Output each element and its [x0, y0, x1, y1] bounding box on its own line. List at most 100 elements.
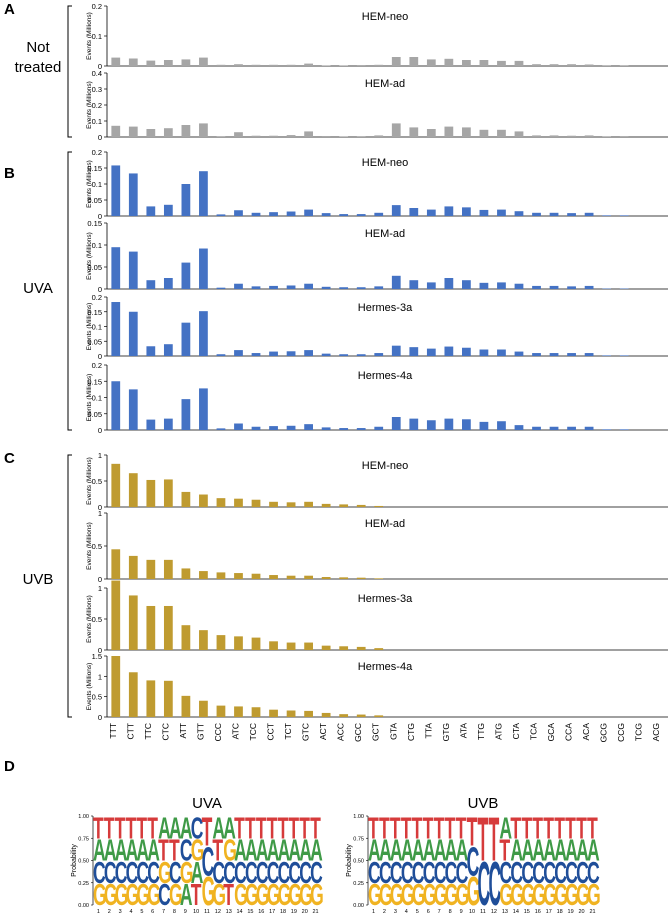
logo-letter-c: C: [136, 856, 149, 890]
logo-letter-a: A: [299, 833, 312, 867]
logo-letter-g: G: [576, 878, 590, 912]
bar: [374, 353, 384, 356]
y-axis-label: Events (Millions): [86, 81, 93, 129]
logo-position-label: 20: [302, 909, 308, 915]
bar: [269, 351, 278, 356]
bar: [234, 283, 243, 289]
bar: [111, 381, 121, 430]
bar: [199, 494, 208, 507]
logo-position-label: 10: [469, 909, 475, 915]
y-tick-label: 0: [98, 646, 102, 655]
logo-letter-a: A: [565, 833, 578, 867]
bar: [286, 64, 296, 66]
bar: [111, 57, 121, 66]
panel-title: Hermes-4a: [358, 370, 413, 382]
bar: [409, 418, 419, 430]
bar: [567, 286, 576, 289]
bar: [163, 680, 173, 717]
y-tick-label: 0.5: [92, 477, 102, 486]
bar: [356, 428, 366, 430]
bar: [146, 60, 156, 66]
logo-letter-a: A: [212, 811, 225, 845]
logo-letter-c: C: [191, 811, 204, 845]
logo-letter-t: T: [104, 811, 115, 845]
logo-position-label: 21: [589, 909, 595, 915]
y-tick-label: 1: [98, 509, 102, 518]
logo-letter-a: A: [158, 811, 171, 845]
logo-letter-a: A: [115, 833, 128, 867]
x-tick-label: TTA: [423, 723, 433, 739]
logo-letter-a: A: [576, 833, 589, 867]
logo-letter-t: T: [565, 811, 576, 845]
logo-letter-c: C: [267, 856, 280, 890]
logo-letter-g: G: [543, 878, 557, 912]
bar: [251, 573, 261, 579]
logo-letter-c: C: [412, 856, 425, 890]
x-tick-label: CCG: [616, 723, 626, 742]
bar: [339, 136, 349, 137]
bar: [128, 672, 138, 717]
y-axis-label: Events (Millions): [86, 12, 93, 60]
bar: [391, 205, 401, 216]
logo-letter-a: A: [532, 833, 545, 867]
logo-letter-a: A: [147, 833, 160, 867]
logo-letter-c: C: [521, 856, 534, 890]
bar: [216, 136, 226, 137]
logo-letter-c: C: [401, 856, 414, 890]
bar: [304, 642, 313, 650]
logo-letter-c: C: [510, 856, 523, 890]
bar: [374, 135, 384, 137]
bar: [128, 251, 138, 289]
bar: [286, 425, 296, 430]
bar: [321, 136, 331, 137]
bar: [181, 262, 191, 289]
bar: [146, 346, 156, 356]
bar: [391, 345, 401, 356]
bar: [163, 278, 173, 289]
logo-letter-t: T: [368, 811, 379, 845]
logo-letter-a: A: [256, 833, 269, 867]
bar: [514, 351, 524, 356]
bar: [356, 504, 366, 507]
bar: [286, 351, 296, 356]
logo-letter-t: T: [169, 833, 180, 867]
logo-letter-t: T: [288, 811, 299, 845]
bar: [602, 215, 612, 216]
logo-letter-g: G: [256, 878, 270, 912]
logo-letter-t: T: [202, 808, 213, 855]
bar: [374, 578, 384, 579]
bar: [146, 605, 156, 650]
panel-title: HEM-ad: [365, 78, 405, 90]
bar: [321, 577, 331, 579]
logo-y-tick-label: 1.00: [78, 814, 89, 820]
logo-letter-c: C: [104, 856, 117, 890]
bar: [514, 425, 524, 430]
logo-letter-a: A: [136, 833, 149, 867]
logo-letter-c: C: [423, 856, 436, 890]
logo-letter-t: T: [412, 811, 423, 845]
x-tick-label: ATC: [230, 723, 240, 739]
logo-letter-g: G: [434, 878, 448, 912]
bar: [532, 135, 541, 137]
logo-letter-g: G: [521, 878, 535, 912]
bar: [497, 349, 506, 356]
logo-y-tick-label: 1.00: [353, 814, 364, 820]
bar: [444, 278, 454, 289]
group-label: UVA: [23, 280, 53, 297]
logo-letter-c: C: [256, 856, 269, 890]
x-tick-label: CTT: [125, 723, 135, 740]
logo-letter-a: A: [379, 833, 392, 867]
bar: [462, 127, 471, 137]
bar: [216, 635, 226, 650]
y-tick-label: 0.3: [92, 85, 102, 94]
bar: [216, 287, 226, 289]
bar-panel: 0 0.05 0.1 0.15 0.2 Events (Millions) Hermes-4…: [86, 361, 668, 435]
bar: [269, 135, 278, 137]
y-tick-label: 0.1: [92, 323, 102, 332]
logo-position-label: 15: [247, 909, 253, 915]
bar: [146, 280, 156, 289]
bar: [444, 58, 454, 66]
panel-title: Hermes-3a: [358, 302, 413, 314]
